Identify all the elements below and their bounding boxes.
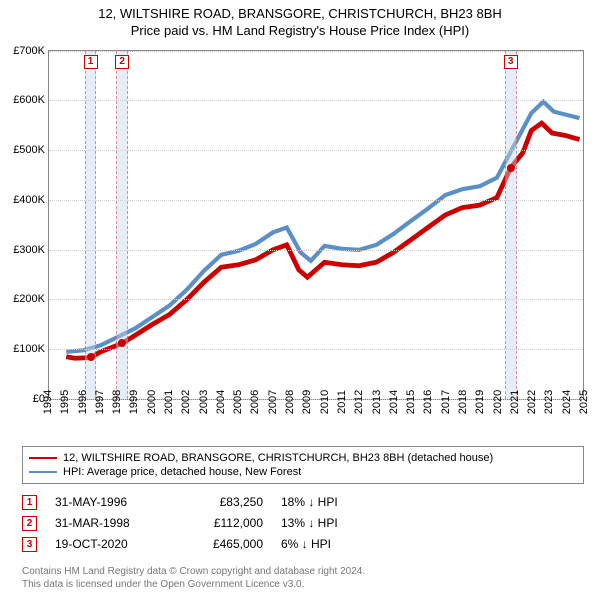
sales-diff: 6% ↓ HPI: [281, 537, 391, 551]
legend-label: HPI: Average price, detached house, New …: [63, 466, 301, 478]
footer-line1: Contains HM Land Registry data © Crown c…: [22, 565, 584, 578]
x-tick-label: 2021: [509, 390, 521, 414]
x-tick-label: 2014: [388, 390, 400, 414]
x-tick-label: 2023: [543, 390, 555, 414]
gridline: [49, 349, 583, 350]
highlight-band: [505, 51, 517, 399]
gridline: [49, 299, 583, 300]
x-tick-label: 1997: [94, 390, 106, 414]
x-tick-label: 2025: [578, 390, 590, 414]
x-tick-label: 2017: [440, 390, 452, 414]
x-tick-label: 1994: [42, 390, 54, 414]
x-tick-label: 2013: [371, 390, 383, 414]
x-tick-label: 2005: [232, 390, 244, 414]
sales-marker-box: 2: [22, 516, 37, 531]
sales-table: 1 31-MAY-1996 £83,250 18% ↓ HPI 2 31-MAR-1998…: [22, 492, 584, 555]
sales-row: 1 31-MAY-1996 £83,250 18% ↓ HPI: [22, 492, 584, 513]
gridline: [49, 100, 583, 101]
legend-swatch: [29, 457, 57, 459]
sale-marker-2: 2: [115, 55, 129, 69]
sales-diff: 18% ↓ HPI: [281, 495, 391, 509]
x-tick-label: 2004: [215, 390, 227, 414]
y-tick-label: £500K: [13, 144, 45, 156]
legend: 12, WILTSHIRE ROAD, BRANSGORE, CHRISTCHU…: [22, 446, 584, 484]
x-tick-label: 2015: [405, 390, 417, 414]
gridline: [49, 150, 583, 151]
sales-date: 19-OCT-2020: [55, 537, 165, 551]
x-tick-label: 2016: [422, 390, 434, 414]
legend-row: HPI: Average price, detached house, New …: [29, 465, 577, 479]
y-tick-label: £600K: [13, 94, 45, 106]
y-tick-label: £100K: [13, 343, 45, 355]
sales-price: £83,250: [183, 495, 263, 509]
chart-plot-area: £0£100K£200K£300K£400K£500K£600K£700K123: [48, 50, 584, 400]
x-tick-label: 1996: [77, 390, 89, 414]
y-tick-label: £400K: [13, 194, 45, 206]
sales-marker-box: 3: [22, 537, 37, 552]
x-tick-label: 1998: [111, 390, 123, 414]
sales-row: 2 31-MAR-1998 £112,000 13% ↓ HPI: [22, 513, 584, 534]
x-tick-label: 2011: [336, 390, 348, 414]
x-tick-label: 2024: [561, 390, 573, 414]
x-axis-ticks: 1994199519961997199819992000200120022003…: [48, 402, 584, 440]
sale-marker-1: 1: [84, 55, 98, 69]
sale-dot-3: [507, 164, 515, 172]
series-hpi: [66, 101, 579, 351]
x-tick-label: 2002: [180, 390, 192, 414]
gridline: [49, 51, 583, 52]
footer-line2: This data is licensed under the Open Gov…: [22, 578, 584, 591]
y-tick-label: £200K: [13, 293, 45, 305]
x-tick-label: 2022: [526, 390, 538, 414]
sales-row: 3 19-OCT-2020 £465,000 6% ↓ HPI: [22, 534, 584, 555]
chart-svg: [49, 51, 583, 399]
x-tick-label: 1995: [59, 390, 71, 414]
legend-row: 12, WILTSHIRE ROAD, BRANSGORE, CHRISTCHU…: [29, 451, 577, 465]
sales-marker-box: 1: [22, 495, 37, 510]
sale-dot-2: [118, 339, 126, 347]
sales-price: £112,000: [183, 516, 263, 530]
x-tick-label: 2008: [284, 390, 296, 414]
gridline: [49, 250, 583, 251]
x-tick-label: 2010: [319, 390, 331, 414]
x-tick-label: 2001: [163, 390, 175, 414]
x-tick-label: 2009: [301, 390, 313, 414]
sales-date: 31-MAY-1996: [55, 495, 165, 509]
footer-attribution: Contains HM Land Registry data © Crown c…: [22, 565, 584, 591]
sale-marker-3: 3: [504, 55, 518, 69]
sale-dot-1: [87, 353, 95, 361]
x-tick-label: 2007: [267, 390, 279, 414]
x-tick-label: 2019: [474, 390, 486, 414]
gridline: [49, 200, 583, 201]
title-line2: Price paid vs. HM Land Registry's House …: [0, 23, 600, 40]
x-tick-label: 2003: [198, 390, 210, 414]
x-tick-label: 2006: [249, 390, 261, 414]
legend-swatch: [29, 471, 57, 473]
title-line1: 12, WILTSHIRE ROAD, BRANSGORE, CHRISTCHU…: [0, 6, 600, 23]
x-tick-label: 1999: [128, 390, 140, 414]
sales-price: £465,000: [183, 537, 263, 551]
y-tick-label: £700K: [13, 45, 45, 57]
x-tick-label: 2018: [457, 390, 469, 414]
sales-diff: 13% ↓ HPI: [281, 516, 391, 530]
title-block: 12, WILTSHIRE ROAD, BRANSGORE, CHRISTCHU…: [0, 0, 600, 44]
chart-container: 12, WILTSHIRE ROAD, BRANSGORE, CHRISTCHU…: [0, 0, 600, 591]
y-tick-label: £300K: [13, 244, 45, 256]
x-tick-label: 2020: [492, 390, 504, 414]
sales-date: 31-MAR-1998: [55, 516, 165, 530]
highlight-band: [85, 51, 97, 399]
legend-label: 12, WILTSHIRE ROAD, BRANSGORE, CHRISTCHU…: [63, 452, 493, 464]
x-tick-label: 2012: [353, 390, 365, 414]
x-tick-label: 2000: [146, 390, 158, 414]
